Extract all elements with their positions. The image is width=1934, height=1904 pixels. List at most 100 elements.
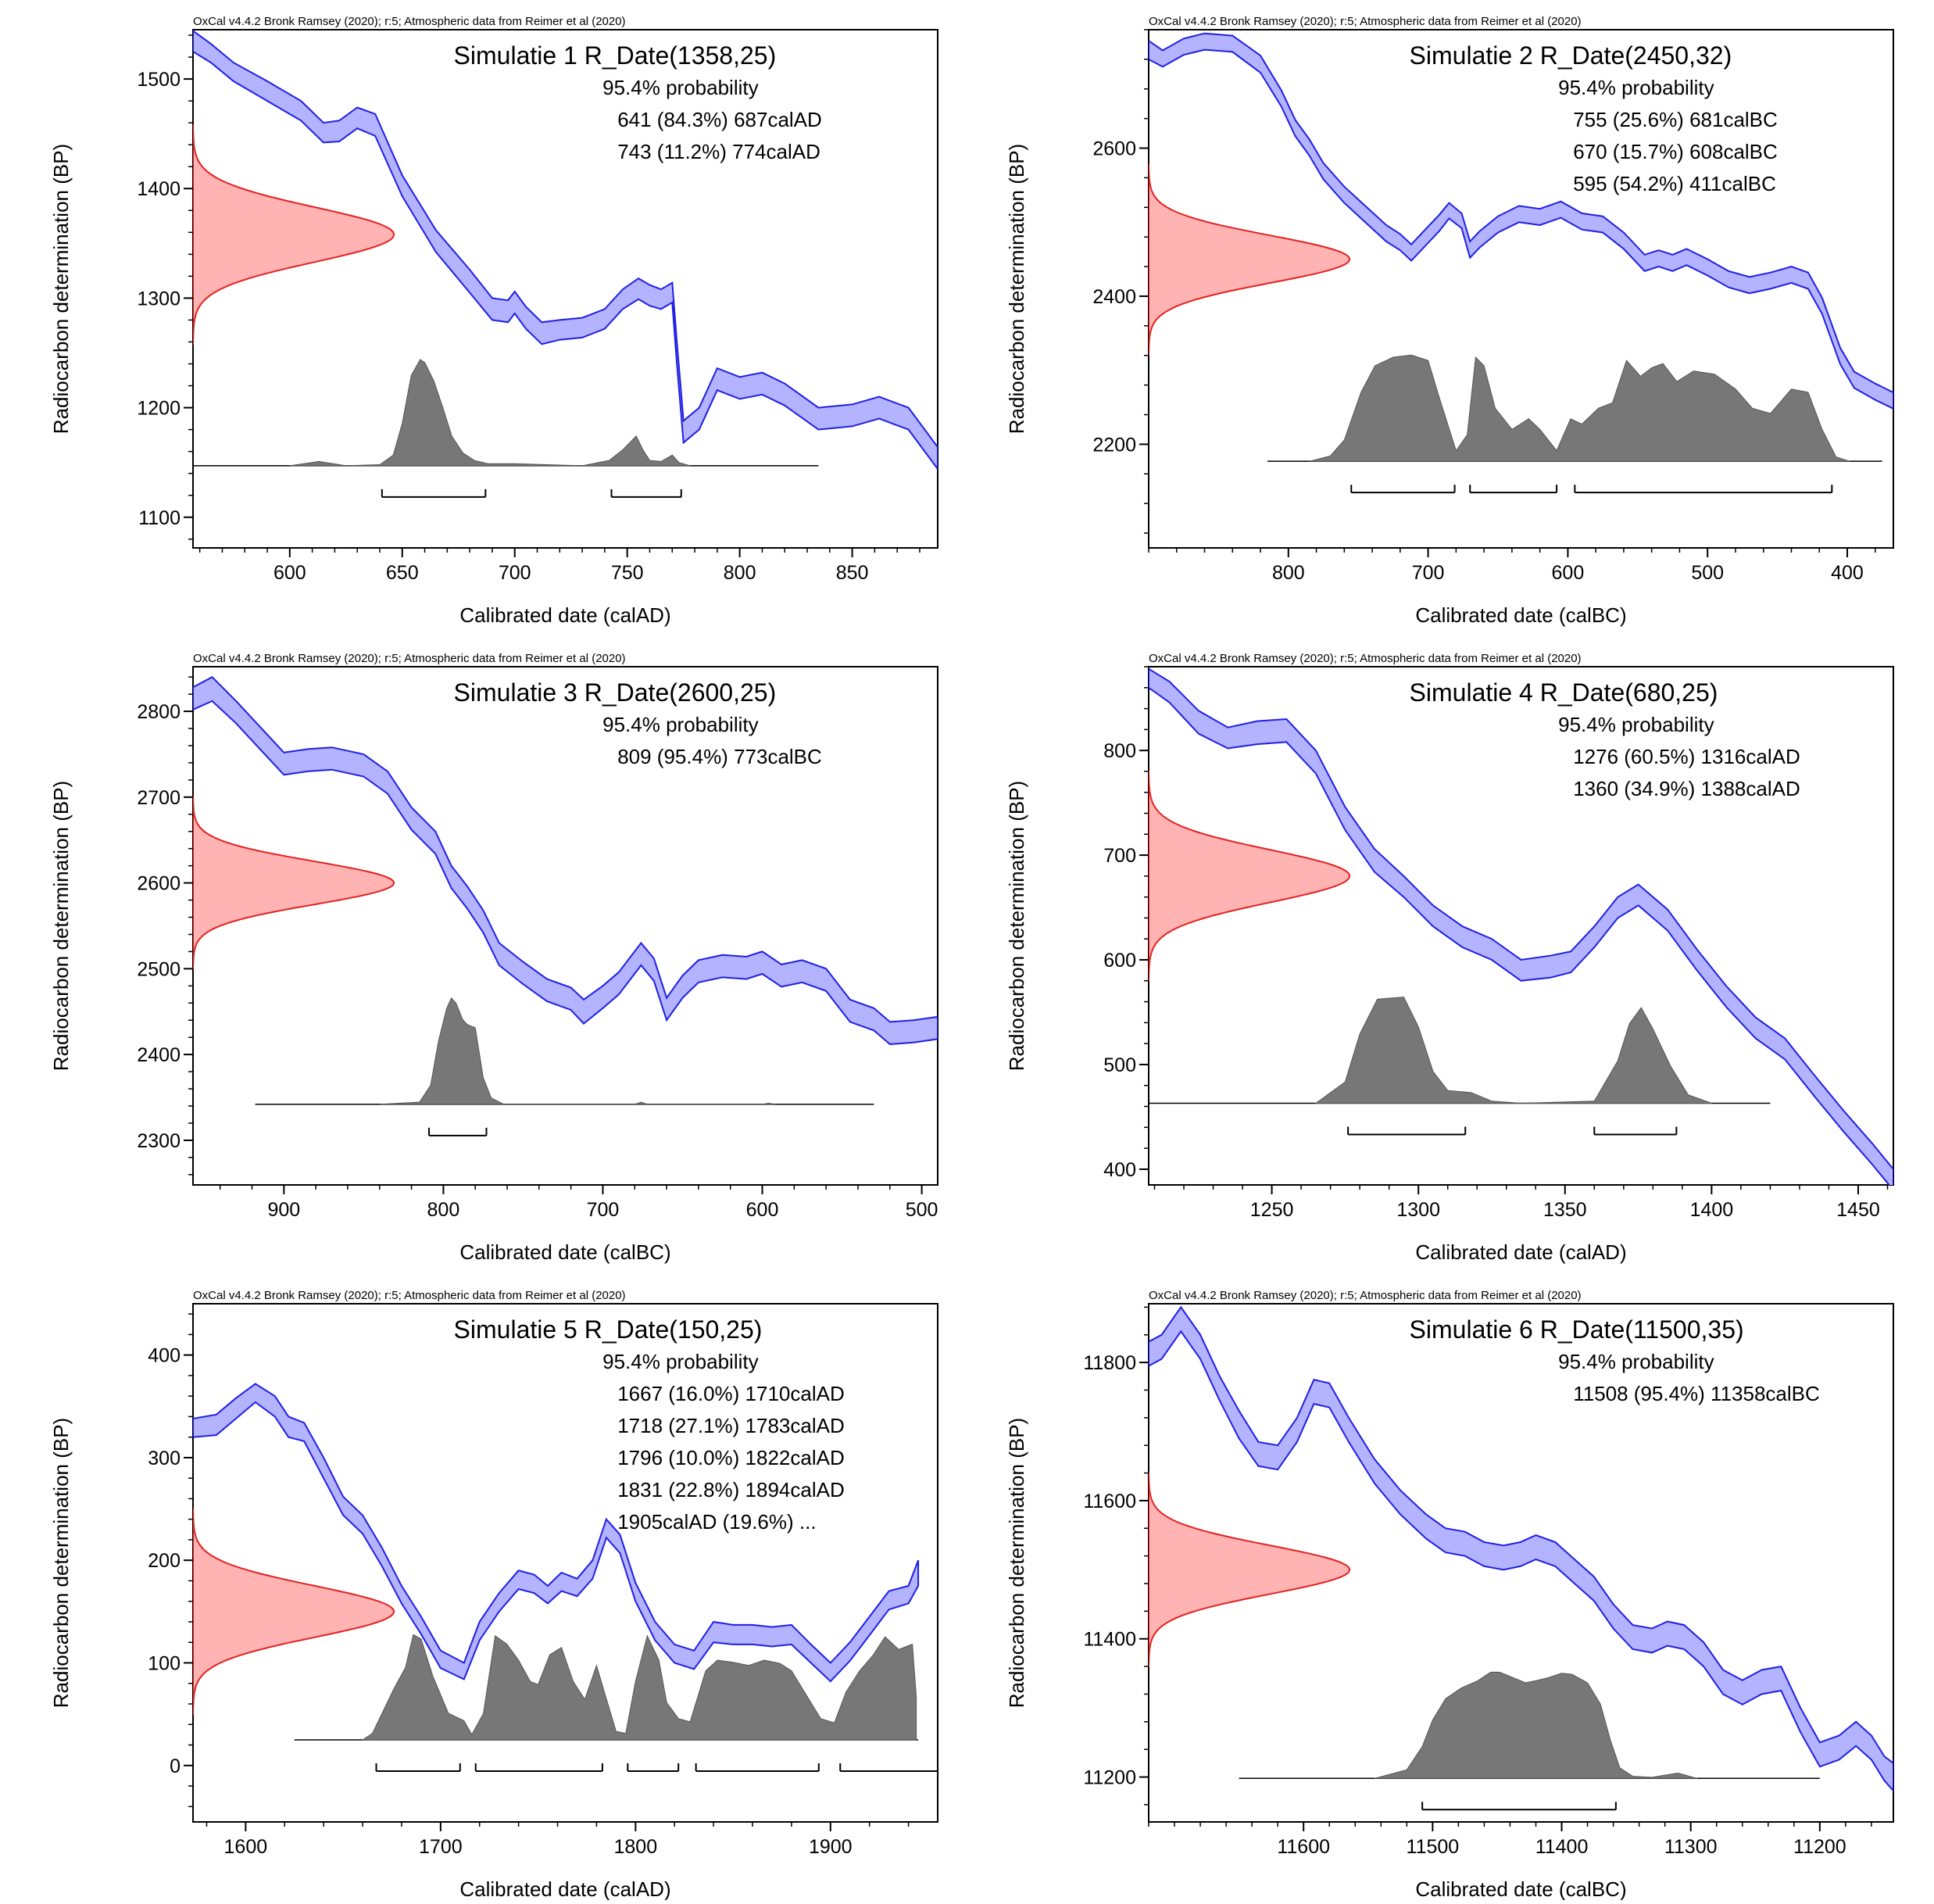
y-tick-label: 1500	[137, 69, 181, 91]
y-tick-label: 300	[148, 1448, 181, 1469]
range-text: 1360 (34.9%) 1388calAD	[1573, 777, 1800, 800]
y-tick-label: 600	[1103, 950, 1136, 972]
range-text: 11508 (95.4%) 11358calBC	[1573, 1382, 1820, 1405]
y-tick-label: 2500	[137, 958, 181, 980]
x-tick-label: 1600	[224, 1836, 268, 1858]
x-tick-label: 1350	[1543, 1199, 1587, 1221]
y-tick-label: 1100	[138, 507, 181, 529]
y-axis-label: Radiocarbon determination (BP)	[1005, 781, 1028, 1071]
x-tick-label: 700	[499, 562, 531, 584]
chart-title: Simulatie 4 R_Date(680,25)	[1410, 678, 1718, 707]
plot-area	[193, 30, 938, 498]
y-tick-label: 800	[1103, 740, 1136, 762]
x-axis-label: Calibrated date (calAD)	[459, 603, 670, 627]
y-tick-label: 2400	[1092, 286, 1136, 308]
y-tick-label: 11600	[1083, 1491, 1136, 1512]
plot-area	[1149, 667, 1893, 1185]
y-tick-label: 2600	[137, 873, 181, 895]
hpd-range-1	[375, 1763, 461, 1772]
y-axis-label: Radiocarbon determination (BP)	[49, 144, 73, 434]
x-tick-label: 1250	[1250, 1199, 1294, 1221]
probability-label: 95.4% probability	[602, 1350, 758, 1373]
oxcal-header: OxCal v4.4.2 Bronk Ramsey (2020); r:5; A…	[193, 1289, 626, 1302]
range-text: 743 (11.2%) 774calAD	[617, 140, 820, 163]
x-axis-label: Calibrated date (calBC)	[1415, 603, 1626, 627]
y-tick-label: 2300	[137, 1130, 181, 1152]
radiocarbon-date-distribution	[193, 1508, 395, 1716]
hpd-range-3	[1574, 485, 1833, 494]
oxcal-header: OxCal v4.4.2 Bronk Ramsey (2020); r:5; A…	[193, 652, 626, 665]
probability-label: 95.4% probability	[1558, 76, 1714, 99]
x-tick-label: 650	[386, 562, 419, 584]
oxcal-header: OxCal v4.4.2 Bronk Ramsey (2020); r:5; A…	[1149, 1289, 1582, 1302]
x-tick-label: 11400	[1535, 1836, 1589, 1858]
x-tick-label: 600	[273, 562, 306, 584]
y-tick-label: 400	[148, 1345, 181, 1367]
range-text: 670 (15.7%) 608calBC	[1573, 140, 1778, 163]
x-tick-label: 500	[1691, 562, 1724, 584]
probability-label: 95.4% probability	[1558, 1350, 1714, 1373]
radiocarbon-date-distribution	[1149, 1472, 1351, 1668]
y-tick-label: 1400	[137, 178, 181, 200]
radiocarbon-date-distribution	[193, 796, 395, 970]
plot-frame	[1148, 29, 1894, 549]
x-tick-label: 1400	[1690, 1199, 1734, 1221]
range-text: 1718 (27.1%) 1783calAD	[617, 1414, 845, 1437]
posterior-distribution	[1374, 1671, 1698, 1779]
oxcal-header: OxCal v4.4.2 Bronk Ramsey (2020); r:5; A…	[193, 15, 626, 28]
y-tick-label: 2700	[137, 787, 181, 809]
y-tick-label: 11400	[1083, 1629, 1136, 1651]
chart-panel-3: OxCal v4.4.2 Bronk Ramsey (2020); r:5; A…	[49, 652, 938, 1264]
chart-panel-1: OxCal v4.4.2 Bronk Ramsey (2020); r:5; A…	[49, 15, 938, 627]
range-text: 755 (25.6%) 681calBC	[1573, 108, 1778, 131]
range-text: 1667 (16.0%) 1710calAD	[617, 1382, 845, 1405]
calibration-curve-band	[1149, 1305, 1893, 1792]
x-tick-label: 500	[906, 1199, 938, 1221]
x-tick-label: 1450	[1836, 1199, 1880, 1221]
hpd-range-2	[474, 1763, 603, 1772]
hpd-range-1	[428, 1127, 488, 1136]
y-tick-label: 0	[170, 1755, 181, 1777]
probability-label: 95.4% probability	[602, 713, 758, 736]
x-tick-label: 800	[427, 1199, 460, 1221]
x-tick-label: 400	[1831, 562, 1864, 584]
y-axis-label: Radiocarbon determination (BP)	[1005, 144, 1028, 434]
x-tick-label: 700	[1412, 562, 1445, 584]
plot-area	[1149, 1305, 1893, 1811]
radiocarbon-date-distribution	[1149, 770, 1351, 982]
x-tick-label: 900	[267, 1199, 300, 1221]
y-tick-label: 1200	[137, 398, 181, 420]
posterior-distribution	[289, 359, 691, 467]
y-tick-label: 200	[148, 1550, 181, 1572]
chart-panel-6: OxCal v4.4.2 Bronk Ramsey (2020); r:5; A…	[1005, 1289, 1894, 1901]
x-tick-label: 11600	[1277, 1836, 1330, 1858]
x-tick-label: 600	[1552, 562, 1585, 584]
y-axis-label: Radiocarbon determination (BP)	[49, 1418, 73, 1708]
x-tick-label: 1700	[419, 1836, 463, 1858]
range-text: 1796 (10.0%) 1822calAD	[617, 1446, 845, 1469]
y-tick-label: 2600	[1092, 138, 1136, 160]
x-tick-label: 1300	[1396, 1199, 1440, 1221]
y-tick-label: 500	[1103, 1054, 1136, 1076]
chart-title: Simulatie 6 R_Date(11500,35)	[1410, 1315, 1744, 1344]
y-axis-label: Radiocarbon determination (BP)	[1005, 1418, 1028, 1708]
range-text: 1276 (60.5%) 1316calAD	[1573, 745, 1800, 768]
hpd-range-1	[1347, 1126, 1467, 1136]
posterior-distribution	[1309, 354, 1850, 462]
x-tick-label: 800	[1272, 562, 1305, 584]
range-text: 641 (84.3%) 687calAD	[617, 108, 822, 131]
y-tick-label: 700	[1103, 845, 1136, 867]
probability-label: 95.4% probability	[1558, 713, 1714, 736]
x-tick-label: 11300	[1664, 1836, 1718, 1858]
y-tick-label: 2200	[1092, 434, 1136, 456]
x-tick-label: 1900	[809, 1836, 853, 1858]
calibration-curve-band	[193, 675, 938, 1046]
y-tick-label: 2800	[137, 701, 181, 723]
chart-panel-4: OxCal v4.4.2 Bronk Ramsey (2020); r:5; A…	[1005, 652, 1894, 1264]
x-tick-label: 11500	[1407, 1836, 1460, 1858]
y-tick-label: 1300	[137, 288, 181, 310]
hpd-range-1	[1421, 1802, 1617, 1811]
x-tick-label: 600	[746, 1199, 779, 1221]
x-tick-label: 11200	[1793, 1836, 1846, 1858]
oxcal-header: OxCal v4.4.2 Bronk Ramsey (2020); r:5; A…	[1149, 652, 1582, 665]
